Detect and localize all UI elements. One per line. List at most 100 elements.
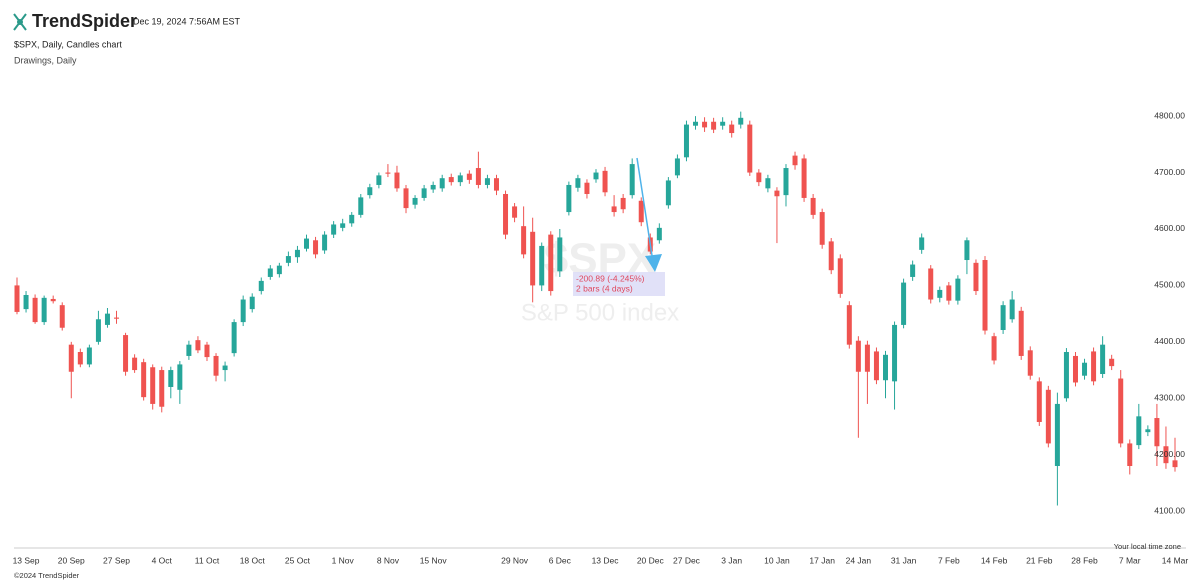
candle-body	[611, 206, 617, 213]
candle-body	[123, 335, 129, 372]
x-tick-label: 11 Oct	[195, 555, 220, 565]
x-tick-label: 13 Dec	[592, 555, 620, 565]
x-tick-label: 3 Jan	[721, 555, 742, 565]
candle-body	[168, 370, 174, 387]
x-tick-label: 1 Nov	[332, 555, 355, 565]
candle-body	[439, 178, 445, 189]
candle-body	[394, 172, 400, 189]
candle-body	[41, 297, 47, 323]
y-tick-label: 4300.00	[1154, 393, 1185, 403]
candle-body	[629, 164, 635, 196]
candle-body	[1127, 443, 1133, 466]
candle-body	[177, 364, 183, 390]
x-tick-label: 7 Feb	[938, 555, 960, 565]
candle-body	[955, 278, 961, 301]
candle-body	[964, 240, 970, 261]
candle-body	[231, 322, 237, 354]
candle-body	[548, 234, 554, 292]
candle-body	[159, 370, 165, 407]
candle-body	[204, 344, 210, 358]
y-tick-label: 4200.00	[1154, 449, 1185, 459]
candle-body	[86, 347, 92, 365]
candle-body	[23, 295, 29, 310]
candle-body	[846, 305, 852, 345]
candle-body	[530, 231, 536, 286]
plot	[14, 111, 1178, 506]
candle-body	[828, 241, 834, 271]
x-tick-label: 20 Sep	[58, 555, 85, 565]
candle-body	[720, 121, 726, 126]
candle-body	[249, 296, 255, 310]
y-tick-label: 4500.00	[1154, 280, 1185, 290]
candle-body	[982, 260, 988, 331]
candle-body	[104, 313, 110, 325]
candle-body	[810, 197, 816, 215]
candle-body	[729, 124, 735, 134]
candle-body	[213, 355, 219, 376]
candle-body	[258, 280, 264, 292]
candle-body	[864, 344, 870, 372]
measure-change: -200.89 (-4.245%)	[576, 273, 645, 283]
candle-body	[946, 285, 952, 301]
candle-body	[783, 168, 789, 196]
y-tick-label: 4700.00	[1154, 167, 1185, 177]
measure-box	[573, 272, 665, 296]
candle-body	[928, 268, 934, 300]
candle-body	[150, 367, 156, 404]
candle-body	[892, 324, 898, 382]
candle-body	[276, 265, 282, 275]
chart-subtitle: Drawings, Daily	[14, 55, 77, 65]
candle-body	[919, 237, 925, 250]
candle-body	[539, 245, 545, 286]
candle-body	[32, 297, 38, 323]
candle-body	[584, 182, 590, 194]
candle-body	[503, 193, 509, 235]
x-tick-label: 10 Jan	[764, 555, 790, 565]
candle-body	[484, 178, 490, 185]
candle-body	[1154, 418, 1160, 447]
x-tick-label: 29 Nov	[501, 555, 529, 565]
candle-body	[385, 172, 391, 174]
x-tick-label: 21 Feb	[1026, 555, 1053, 565]
candle-body	[593, 172, 599, 180]
x-tick-label: 7 Mar	[1119, 555, 1141, 565]
candle-body	[195, 340, 201, 351]
candle-body	[294, 249, 300, 258]
x-tick-label: 25 Oct	[285, 555, 311, 565]
candle-body	[910, 264, 916, 277]
candle-body	[1054, 403, 1060, 466]
candle-body	[68, 344, 74, 372]
x-tick-label: 24 Jan	[846, 555, 872, 565]
candle-body	[448, 177, 454, 183]
candle-body	[819, 212, 825, 245]
candle-body	[267, 268, 273, 277]
x-tick-label: 4 Oct	[152, 555, 173, 565]
candle-body	[313, 240, 319, 255]
candle-body	[1036, 381, 1042, 422]
candle-body	[656, 227, 662, 241]
candle-body	[1027, 350, 1033, 376]
candle-body	[937, 289, 943, 298]
candle-body	[711, 121, 717, 130]
candle-body	[304, 238, 309, 249]
x-tick-label: 17 Jan	[809, 555, 835, 565]
candle-body	[376, 175, 382, 185]
candle-body	[1063, 352, 1069, 399]
timestamp: Dec 19, 2024 7:56AM EST	[133, 16, 241, 26]
candle-body	[132, 357, 138, 371]
candle-body	[566, 184, 572, 213]
y-tick-label: 4600.00	[1154, 223, 1185, 233]
candle-body	[457, 175, 463, 183]
candle-body	[837, 258, 843, 294]
chart-title: $SPX, Daily, Candles chart	[14, 39, 122, 49]
candle-body	[1072, 355, 1078, 383]
candle-body	[421, 188, 427, 198]
candle-body	[901, 282, 907, 325]
candle-body	[1000, 305, 1006, 330]
candle-body	[1100, 344, 1106, 375]
measure-tool: -200.89 (-4.245%) 2 bars (4 days)	[573, 157, 665, 296]
candle-body	[322, 234, 328, 251]
candle-body	[493, 178, 499, 191]
candle-body	[801, 158, 807, 198]
candle-body	[883, 354, 888, 381]
